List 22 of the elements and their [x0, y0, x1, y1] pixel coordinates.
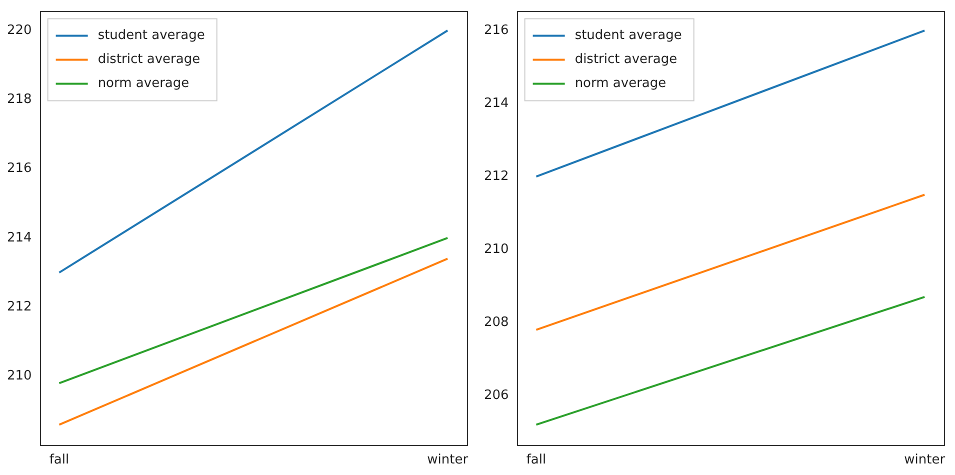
- legend-label: norm average: [98, 76, 190, 92]
- y-tick-label: 212: [484, 168, 509, 184]
- y-tick-label: 214: [6, 230, 32, 246]
- y-tick-label: 216: [6, 161, 32, 176]
- legend-label: student average: [574, 28, 682, 44]
- y-tick-label: 214: [484, 96, 509, 111]
- legend-label: student average: [98, 28, 205, 44]
- y-tick-label: 208: [484, 314, 509, 330]
- y-tick-label: 220: [6, 22, 32, 38]
- legend-label: district average: [574, 52, 678, 68]
- y-tick-label: 218: [6, 92, 32, 108]
- x-tick-label: winter: [427, 452, 469, 468]
- y-tick-label: 210: [6, 368, 32, 384]
- y-tick-label: 206: [484, 388, 509, 403]
- x-tick-label: fall: [49, 452, 70, 468]
- y-tick-label: 212: [6, 300, 32, 315]
- x-tick-label: winter: [904, 452, 946, 468]
- legend-label: district average: [98, 52, 200, 68]
- x-tick-label: fall: [526, 452, 546, 468]
- y-tick-label: 216: [484, 22, 509, 38]
- y-tick-label: 210: [484, 242, 509, 257]
- legend-label: norm average: [574, 76, 666, 92]
